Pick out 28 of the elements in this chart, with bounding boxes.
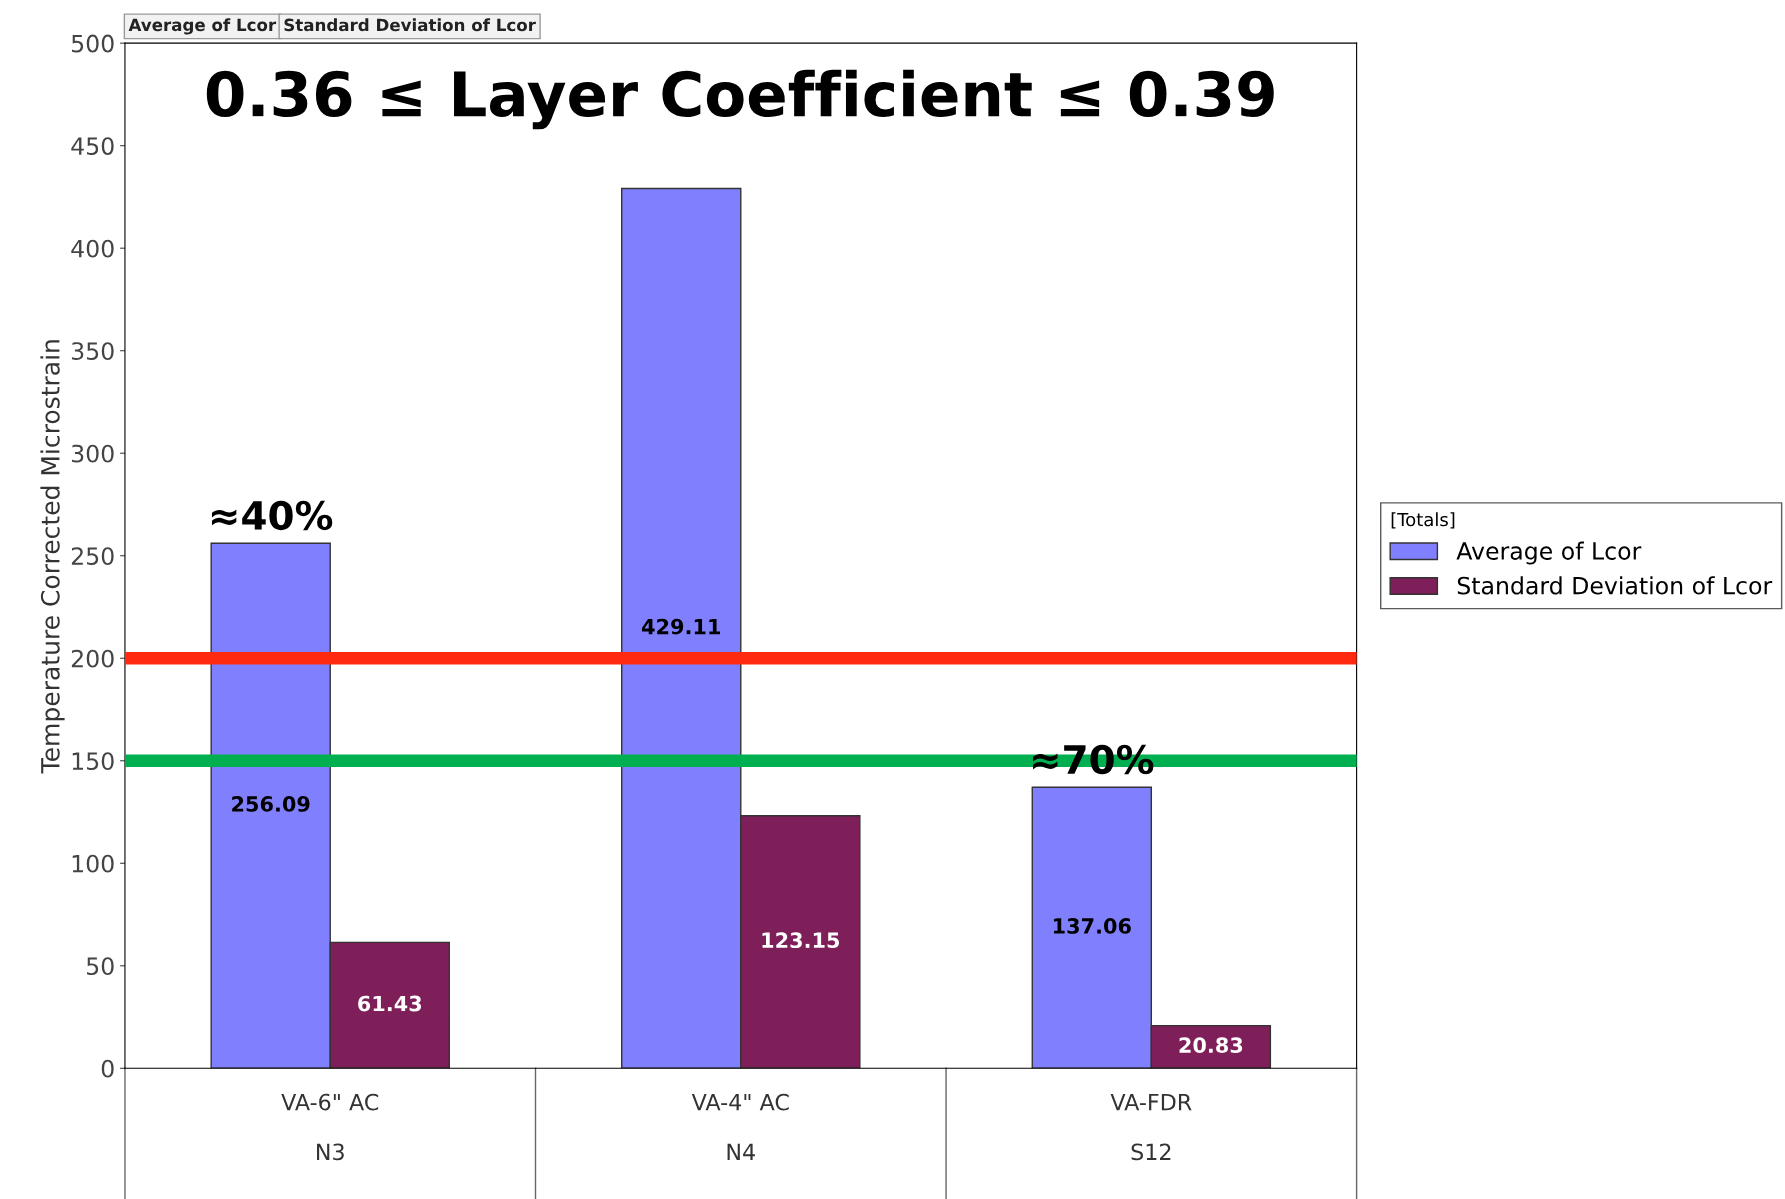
- text: Average of Lcor: [128, 18, 277, 35]
- data-label: 61.43: [358, 995, 422, 1012]
- annotation: ≈40%: [211, 500, 333, 531]
- data-label: 429.11: [641, 618, 721, 635]
- y-tick-label: 250: [71, 547, 114, 566]
- data-label: 20.83: [1179, 1037, 1243, 1053]
- category-label: VA-6" AC N3: [281, 1093, 379, 1161]
- legend-label: Average of Lcor: [1456, 541, 1642, 565]
- y-tick-label: 150: [72, 752, 114, 771]
- y-tick-label: 50: [87, 957, 114, 976]
- legend-title: [Totals]: [1391, 512, 1455, 529]
- y-tick-label: 350: [71, 342, 114, 361]
- y-tick-label: 100: [72, 854, 114, 873]
- legend-label: Standard Deviation of Lcor: [1457, 576, 1773, 595]
- y-tick-label: 450: [71, 137, 114, 155]
- y-tick-label: 0: [101, 1059, 114, 1078]
- y-tick-label: 200: [71, 649, 114, 668]
- text: Standard Deviation of Lcor: [284, 18, 536, 32]
- y-tick-label: 500: [71, 34, 114, 53]
- data-label: 137.06: [1053, 918, 1131, 934]
- chart-title: 0.36 ≤ Layer Coefficient ≤ 0.39: [206, 69, 1274, 130]
- y-tick-label: 300: [71, 444, 114, 463]
- category-label: VA-4" AC N4: [691, 1093, 789, 1160]
- data-label: 256.09: [232, 796, 310, 812]
- category-label: VA-FDR S12: [1110, 1093, 1192, 1161]
- y-tick-label: 400: [71, 239, 114, 258]
- y-axis-title: Temperature Corrected Microstrain: [40, 340, 65, 774]
- data-label: 123.15: [762, 932, 840, 949]
